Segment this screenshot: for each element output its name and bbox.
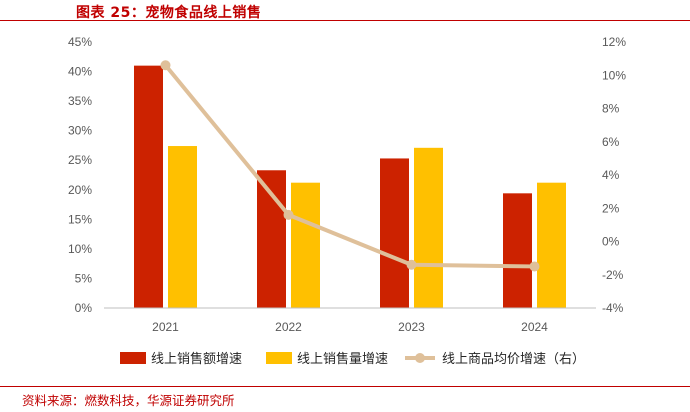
bar-sales-volume-2022: [291, 182, 320, 308]
legend-marker-3: [415, 353, 425, 363]
left-tick-label: 25%: [68, 153, 92, 167]
right-tick-label: 8%: [602, 102, 620, 116]
legend-swatch-1: [120, 352, 146, 364]
avg-price-point-2021: [160, 60, 171, 71]
bar-sales-volume-2023: [414, 147, 443, 308]
top-rule: [0, 20, 690, 21]
bar-sales-volume-2024: [537, 182, 566, 308]
x-axis-ticks: 2021 2022 2023 2024: [152, 320, 548, 334]
left-tick-label: 40%: [68, 65, 92, 79]
chart: 0% 5% 10% 15% 20% 25% 30% 35% 40% 45% -4% -2% 0% 2% 4…: [68, 35, 626, 367]
legend-label-2: 线上销售量增速: [297, 351, 388, 367]
avg-price-point-2022: [283, 209, 294, 220]
left-tick-label: 10%: [68, 242, 92, 256]
left-tick-label: 45%: [68, 35, 92, 49]
legend-label-1: 线上销售额增速: [151, 351, 242, 367]
bottom-rule: [0, 386, 690, 387]
left-tick-label: 5%: [75, 271, 93, 285]
right-tick-label: 6%: [602, 135, 620, 149]
right-axis-ticks: -4% -2% 0% 2% 4% 6% 8% 10% 12%: [602, 35, 626, 315]
bar-sales-volume-2021: [168, 146, 197, 308]
x-tick-label: 2024: [521, 320, 548, 334]
right-tick-label: 2%: [602, 201, 620, 215]
bar-series: [134, 65, 566, 308]
bar-sales-value-2021: [134, 65, 163, 308]
right-tick-label: 10%: [602, 68, 626, 82]
avg-price-point-2024: [529, 261, 540, 272]
x-tick-label: 2022: [275, 320, 302, 334]
legend-label-3: 线上商品均价增速（右）: [442, 352, 585, 367]
figure-title: 图表 25：宠物食品线上销售: [76, 5, 262, 21]
bar-sales-value-2022: [257, 170, 286, 308]
left-tick-label: 0%: [75, 301, 93, 315]
left-tick-label: 15%: [68, 212, 92, 226]
right-tick-label: -2%: [602, 268, 624, 282]
right-tick-label: 4%: [602, 168, 620, 182]
legend-swatch-2: [266, 352, 292, 364]
x-tick-label: 2021: [152, 320, 179, 334]
bar-sales-value-2023: [380, 158, 409, 308]
right-tick-label: 0%: [602, 235, 620, 249]
left-axis-ticks: 0% 5% 10% 15% 20% 25% 30% 35% 40% 45%: [68, 35, 92, 315]
left-tick-label: 35%: [68, 94, 92, 108]
line-series: [160, 60, 540, 272]
left-tick-label: 30%: [68, 124, 92, 138]
right-tick-label: -4%: [602, 301, 624, 315]
left-tick-label: 20%: [68, 183, 92, 197]
right-tick-label: 12%: [602, 35, 626, 49]
x-tick-label: 2023: [398, 320, 425, 334]
bar-sales-value-2024: [503, 193, 532, 308]
avg-price-point-2023: [406, 259, 417, 270]
legend: 线上销售额增速 线上销售量增速 线上商品均价增速（右）: [120, 351, 585, 367]
avg-price-line: [163, 64, 535, 269]
source-note: 资料来源：燃数科技，华源证券研究所: [22, 393, 235, 408]
